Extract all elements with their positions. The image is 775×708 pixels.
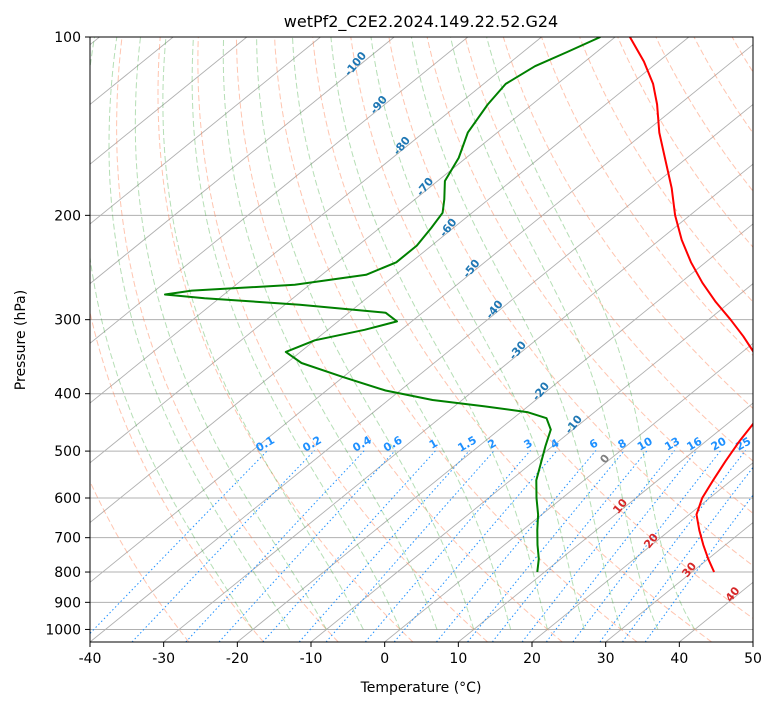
dry-adiabat [90, 310, 264, 642]
x-tick-label: 20 [523, 651, 541, 667]
y-tick-label: 700 [54, 531, 81, 547]
isotherm-gridline [90, 37, 542, 404]
moist-adiabat [330, 37, 548, 630]
dry-adiabat [197, 37, 488, 642]
y-tick-label: 300 [54, 313, 81, 329]
dry-adiabat [312, 37, 712, 642]
moist-adiabat [191, 37, 401, 630]
moist-adiabat [222, 37, 438, 630]
mixing-ratio-line [545, 450, 698, 642]
mixing-ratio-line [131, 450, 315, 642]
y-tick-label: 200 [54, 208, 81, 224]
y-tick-label: 100 [54, 30, 81, 46]
mixing-ratio-line [491, 450, 648, 642]
y-tick-label: 900 [54, 595, 81, 611]
dry-adiabat [655, 37, 753, 192]
isotherm-gridline [90, 37, 248, 165]
dry-adiabat [502, 37, 753, 410]
isotherm-gridline [605, 521, 753, 642]
x-tick-label: 50 [744, 651, 762, 667]
moist-adiabat [90, 37, 254, 630]
mixing-ratio-line [599, 450, 746, 642]
isotherm-gridline [458, 402, 753, 642]
dry-adiabat [541, 37, 753, 357]
x-tick-label: 30 [597, 651, 615, 667]
isotherm-gridline [237, 223, 753, 642]
moist-adiabat [108, 37, 291, 630]
moist-adiabat [370, 37, 585, 630]
mixing-ratio-line [521, 450, 675, 642]
plot-frame [89, 36, 754, 643]
mixing-ratio-line [436, 450, 597, 642]
mixing-ratio-line [393, 450, 558, 642]
isotherm-gridline [90, 37, 395, 285]
y-tick-label: 800 [54, 565, 81, 581]
mixing-ratio-line [218, 450, 396, 642]
isotherm-gridline [163, 163, 753, 642]
mixing-ratio-line [298, 450, 470, 642]
x-tick-label: -40 [79, 651, 102, 667]
dry-adiabat [235, 37, 563, 642]
mixing-ratio-line [467, 450, 625, 642]
dry-adiabat [426, 37, 753, 514]
dry-adiabat [90, 480, 190, 642]
isotherm-gridline [531, 462, 753, 642]
dry-adiabat [116, 37, 339, 642]
x-axis-label: Temperature (°C) [360, 680, 482, 696]
y-axis-label: Pressure (hPa) [13, 290, 29, 390]
isotherm-gridline [384, 342, 753, 642]
mixing-ratio-line [262, 450, 437, 642]
isotherm-gridline [90, 44, 753, 583]
moist-adiabat [256, 37, 475, 630]
y-tick-label: 1000 [45, 622, 81, 638]
x-tick-label: 10 [449, 651, 467, 667]
moist-adiabat [292, 37, 512, 630]
mixing-ratio-line [325, 450, 495, 642]
dry-adiabat [350, 37, 753, 619]
moist-adiabat [134, 37, 327, 630]
chart-title: wetPf2_C2E2.2024.149.22.52.G24 [284, 12, 558, 32]
dry-adiabat [388, 37, 753, 567]
moist-adiabat [162, 37, 364, 630]
y-tick-label: 600 [54, 491, 81, 507]
temperature-profile [629, 37, 753, 573]
moist-adiabat [486, 37, 696, 630]
moist-adiabat [410, 37, 622, 630]
mixing-ratio-line [90, 450, 268, 635]
x-tick-label: 40 [670, 651, 688, 667]
isotherm-gridline [90, 103, 753, 642]
mixing-ratio-label: 25 [733, 435, 753, 454]
x-tick-label: 0 [380, 651, 389, 667]
x-tick-label: -30 [152, 651, 175, 667]
y-tick-label: 400 [54, 387, 81, 403]
y-tick-label: 500 [54, 444, 81, 460]
isotherm-gridline [90, 37, 616, 464]
dewpoint-profile [164, 37, 601, 573]
dry-adiabat [464, 37, 753, 462]
isotherm-gridline [90, 37, 321, 225]
isotherm-gridline [310, 283, 753, 642]
dry-adiabat [274, 37, 638, 642]
dry-adiabat [157, 37, 414, 642]
dry-adiabat [617, 37, 753, 248]
x-tick-label: -10 [300, 651, 323, 667]
isotherm-gridline [90, 37, 469, 344]
mixing-ratio-line [572, 450, 722, 642]
x-tick-label: -20 [226, 651, 249, 667]
